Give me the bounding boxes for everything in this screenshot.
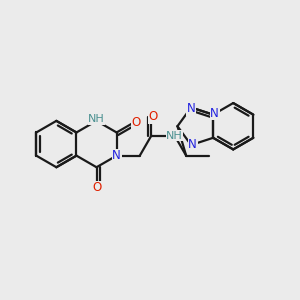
Text: N: N xyxy=(112,149,121,162)
Text: O: O xyxy=(131,116,141,130)
Text: N: N xyxy=(187,103,196,116)
Text: N: N xyxy=(188,139,197,152)
Text: O: O xyxy=(92,181,101,194)
Text: NH: NH xyxy=(166,130,183,141)
Text: O: O xyxy=(148,110,158,123)
Text: NH: NH xyxy=(88,114,105,124)
Text: N: N xyxy=(210,106,219,120)
